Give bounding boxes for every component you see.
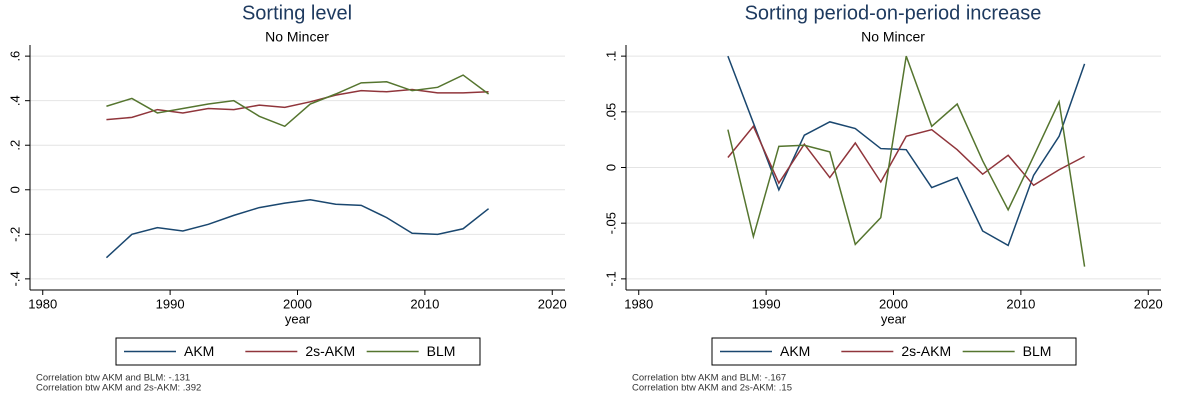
legend-box xyxy=(115,337,481,366)
y-tick-label: .1 xyxy=(603,51,618,62)
y-tick-label: .6 xyxy=(7,51,22,62)
x-tick-label: 2020 xyxy=(538,296,567,311)
legend-label: 2s-AKM xyxy=(305,343,355,359)
x-tick-label: 2000 xyxy=(879,296,908,311)
x-tick-label: 2020 xyxy=(1134,296,1163,311)
y-tick-label: -.4 xyxy=(7,271,22,286)
note: Correlation btw AKM and BLM: -.167 xyxy=(632,373,786,384)
x-tick-label: 1990 xyxy=(752,296,781,311)
legend-label: BLM xyxy=(1023,343,1052,359)
note: Correlation btw AKM and 2s-AKM: .15 xyxy=(632,383,792,394)
x-tick-label: 2010 xyxy=(1006,296,1035,311)
x-tick-label: 2010 xyxy=(410,296,439,311)
y-tick-label: .4 xyxy=(7,95,22,106)
x-tick-label: 1980 xyxy=(624,296,653,311)
data-line xyxy=(727,124,1085,187)
data-line xyxy=(105,199,490,259)
y-tick-label: .05 xyxy=(603,103,618,121)
data-line xyxy=(106,74,490,128)
y-tick-label: .2 xyxy=(7,140,22,151)
note: Correlation btw AKM and BLM: -.131 xyxy=(36,373,190,384)
data-line xyxy=(727,55,1086,247)
x-axis-label: year xyxy=(881,311,907,326)
y-tick-label: 0 xyxy=(7,186,22,193)
x-axis-label: year xyxy=(285,311,311,326)
chart-title: Sorting level xyxy=(242,2,352,24)
x-tick-label: 1980 xyxy=(28,296,57,311)
y-tick-label: -.1 xyxy=(603,271,618,286)
legend-label: BLM xyxy=(427,343,456,359)
legend-box xyxy=(711,337,1077,366)
y-tick-label: 0 xyxy=(603,164,618,171)
data-line xyxy=(727,55,1086,267)
legend-label: AKM xyxy=(184,343,214,359)
chart-subtitle: No Mincer xyxy=(265,29,329,45)
legend-label: AKM xyxy=(780,343,810,359)
y-tick-label: -.05 xyxy=(603,212,618,234)
y-tick-label: -.2 xyxy=(7,227,22,242)
x-tick-label: 1990 xyxy=(156,296,185,311)
legend-label: 2s-AKM xyxy=(901,343,951,359)
chart-title: Sorting period-on-period increase xyxy=(745,2,1042,24)
chart-subtitle: No Mincer xyxy=(861,29,925,45)
x-tick-label: 2000 xyxy=(283,296,312,311)
note: Correlation btw AKM and 2s-AKM: .392 xyxy=(36,383,201,394)
